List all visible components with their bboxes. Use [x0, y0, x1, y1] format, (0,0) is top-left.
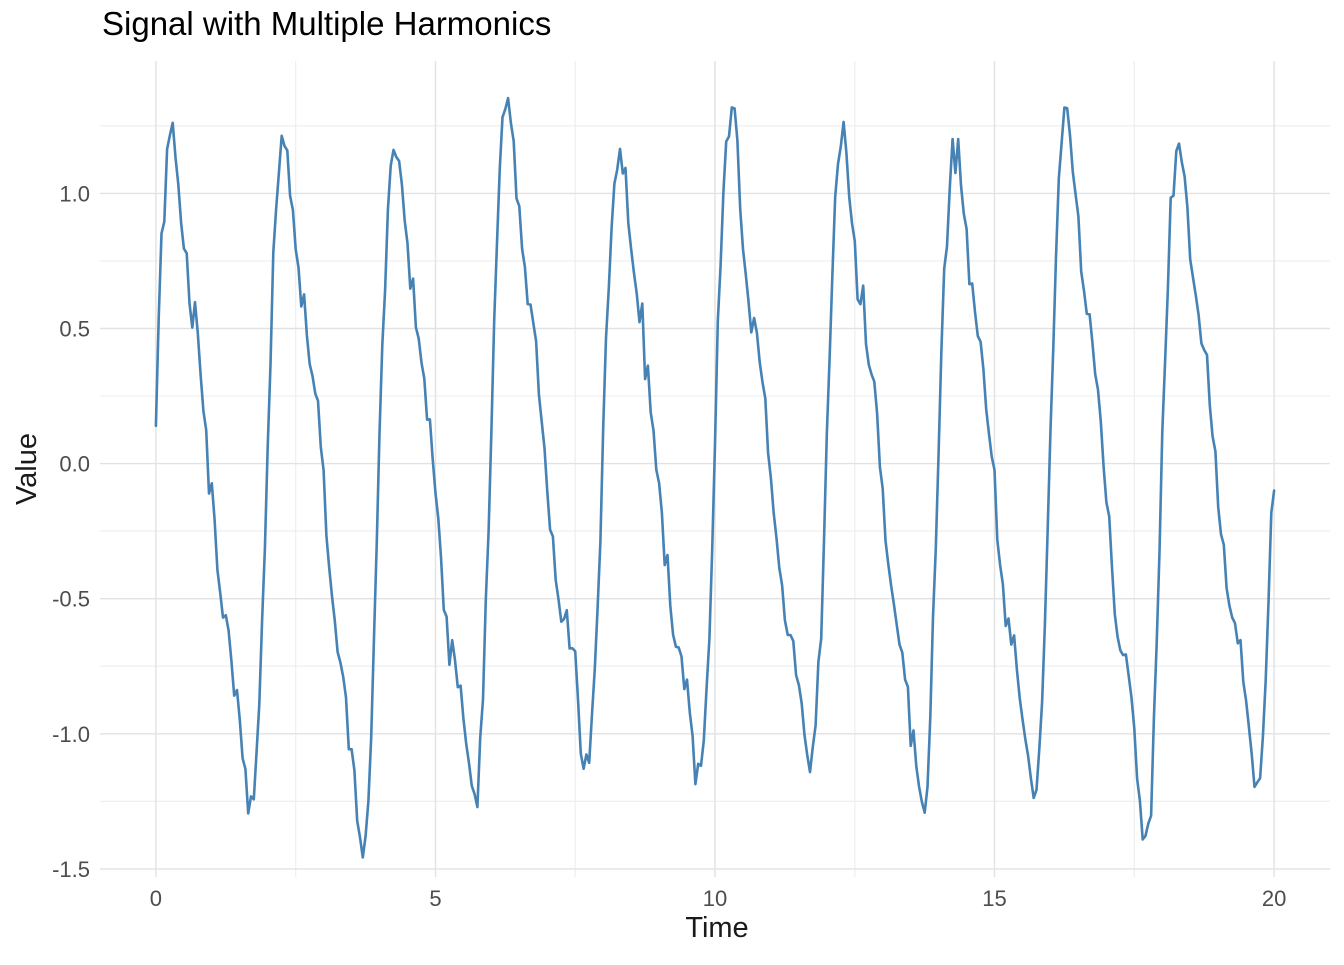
signal-line — [154, 96, 1276, 859]
x-tick-label: 10 — [703, 886, 727, 911]
y-axis-tick-labels: 1.0 0.5 0.0 -0.5 -1.0 -1.5 — [52, 181, 90, 882]
y-tick-label: -0.5 — [52, 587, 90, 612]
x-axis-tick-labels: 0 5 10 15 20 — [150, 886, 1287, 911]
x-tick-label: 5 — [429, 886, 441, 911]
y-tick-label: -1.0 — [52, 722, 90, 747]
y-tick-label: 0.5 — [59, 317, 90, 342]
y-axis-title: Value — [11, 433, 43, 505]
x-tick-label: 0 — [150, 886, 162, 911]
y-tick-label: -1.5 — [52, 857, 90, 882]
major-gridlines — [100, 61, 1330, 877]
x-tick-label: 15 — [982, 886, 1006, 911]
chart-title: Signal with Multiple Harmonics — [102, 5, 551, 42]
y-tick-label: 1.0 — [59, 181, 90, 206]
x-tick-label: 20 — [1262, 886, 1286, 911]
x-axis-title: Time — [685, 912, 748, 944]
y-tick-label: 0.0 — [59, 452, 90, 477]
